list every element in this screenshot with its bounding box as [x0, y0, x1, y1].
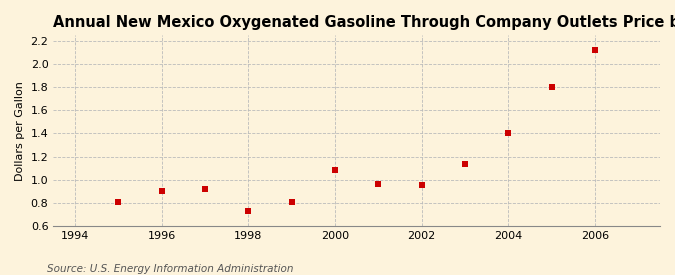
- Point: [113, 199, 124, 204]
- Point: [503, 131, 514, 136]
- Text: Source: U.S. Energy Information Administration: Source: U.S. Energy Information Administ…: [47, 264, 294, 274]
- Point: [460, 161, 470, 166]
- Point: [200, 187, 211, 191]
- Point: [416, 183, 427, 188]
- Text: Annual New Mexico Oxygenated Gasoline Through Company Outlets Price by All Selle: Annual New Mexico Oxygenated Gasoline Th…: [53, 15, 675, 30]
- Point: [286, 199, 297, 204]
- Point: [329, 168, 340, 173]
- Point: [243, 209, 254, 213]
- Point: [156, 189, 167, 193]
- Point: [546, 85, 557, 89]
- Y-axis label: Dollars per Gallon: Dollars per Gallon: [15, 81, 25, 181]
- Point: [373, 182, 383, 186]
- Point: [589, 48, 600, 53]
